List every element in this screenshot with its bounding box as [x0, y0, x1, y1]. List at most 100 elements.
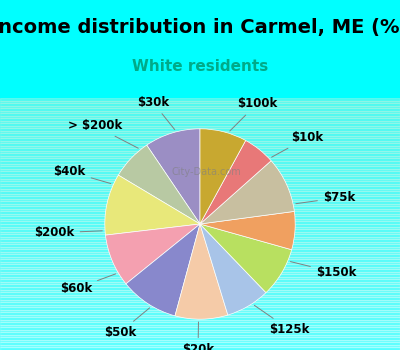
Bar — [0, 194, 400, 196]
Bar — [0, 320, 400, 322]
Bar — [0, 287, 400, 289]
Bar — [0, 337, 400, 340]
Bar — [0, 224, 400, 226]
Wedge shape — [175, 224, 228, 319]
Bar — [0, 181, 400, 184]
Wedge shape — [147, 129, 200, 224]
Bar — [0, 126, 400, 128]
Wedge shape — [200, 224, 292, 293]
Bar — [0, 219, 400, 222]
Bar — [0, 174, 400, 176]
Bar — [0, 272, 400, 274]
Text: $20k: $20k — [182, 322, 214, 350]
Text: $75k: $75k — [296, 191, 355, 204]
Wedge shape — [118, 145, 200, 224]
Bar — [0, 204, 400, 206]
Bar — [0, 211, 400, 214]
Bar — [0, 146, 400, 148]
Bar — [0, 118, 400, 121]
Bar — [0, 274, 400, 277]
Bar — [0, 322, 400, 325]
Bar — [0, 307, 400, 310]
Bar — [0, 206, 400, 209]
Bar — [0, 156, 400, 159]
Bar — [0, 113, 400, 116]
Bar — [0, 249, 400, 252]
Text: Income distribution in Carmel, ME (%): Income distribution in Carmel, ME (%) — [0, 18, 400, 37]
Text: $200k: $200k — [34, 226, 102, 239]
Bar — [0, 106, 400, 108]
Bar — [0, 232, 400, 234]
Bar — [0, 234, 400, 237]
Bar — [0, 100, 400, 103]
Bar — [0, 141, 400, 144]
Bar — [0, 259, 400, 262]
Wedge shape — [200, 211, 295, 250]
Text: $30k: $30k — [137, 96, 175, 130]
Text: > $200k: > $200k — [68, 119, 138, 148]
Bar — [0, 196, 400, 199]
Bar — [0, 252, 400, 254]
Bar — [0, 300, 400, 302]
Text: $100k: $100k — [230, 97, 277, 131]
Bar — [0, 148, 400, 151]
Text: $150k: $150k — [290, 261, 356, 279]
Bar — [0, 285, 400, 287]
Bar — [0, 191, 400, 194]
Bar — [0, 199, 400, 201]
Bar — [0, 161, 400, 163]
Wedge shape — [105, 175, 200, 235]
Bar — [0, 209, 400, 211]
Bar — [0, 222, 400, 224]
Bar — [0, 128, 400, 131]
Bar — [0, 216, 400, 219]
Bar — [0, 348, 400, 350]
Bar — [0, 315, 400, 317]
Bar — [0, 257, 400, 259]
Bar — [0, 229, 400, 232]
Bar — [0, 184, 400, 186]
Wedge shape — [200, 161, 294, 224]
Bar — [0, 325, 400, 327]
Bar — [0, 237, 400, 239]
Bar — [0, 289, 400, 292]
Bar — [0, 292, 400, 295]
Bar — [0, 178, 400, 181]
Bar — [0, 239, 400, 241]
Bar — [0, 189, 400, 191]
Bar — [0, 176, 400, 178]
Bar — [0, 254, 400, 257]
Bar — [0, 340, 400, 342]
Bar — [0, 201, 400, 204]
Text: $50k: $50k — [104, 308, 150, 339]
Bar — [0, 169, 400, 171]
Bar — [0, 244, 400, 247]
Bar — [0, 166, 400, 169]
Bar — [0, 302, 400, 304]
Text: $60k: $60k — [60, 274, 116, 295]
Bar — [0, 304, 400, 307]
Bar — [0, 171, 400, 174]
Bar — [0, 295, 400, 297]
Bar — [0, 144, 400, 146]
Bar — [0, 123, 400, 126]
Bar — [0, 121, 400, 123]
Text: City-Data.com: City-Data.com — [172, 167, 241, 177]
Bar — [0, 264, 400, 267]
Text: White residents: White residents — [132, 59, 268, 74]
Bar — [0, 332, 400, 335]
Bar — [0, 247, 400, 249]
Text: $40k: $40k — [54, 165, 111, 183]
Bar — [0, 214, 400, 216]
Bar — [0, 241, 400, 244]
Bar — [0, 330, 400, 332]
Bar — [0, 335, 400, 337]
Bar — [0, 277, 400, 279]
Wedge shape — [106, 224, 200, 284]
Wedge shape — [200, 224, 266, 315]
Bar — [0, 279, 400, 282]
Bar — [0, 282, 400, 285]
Bar — [0, 111, 400, 113]
Text: $125k: $125k — [254, 305, 309, 336]
Bar — [0, 345, 400, 348]
